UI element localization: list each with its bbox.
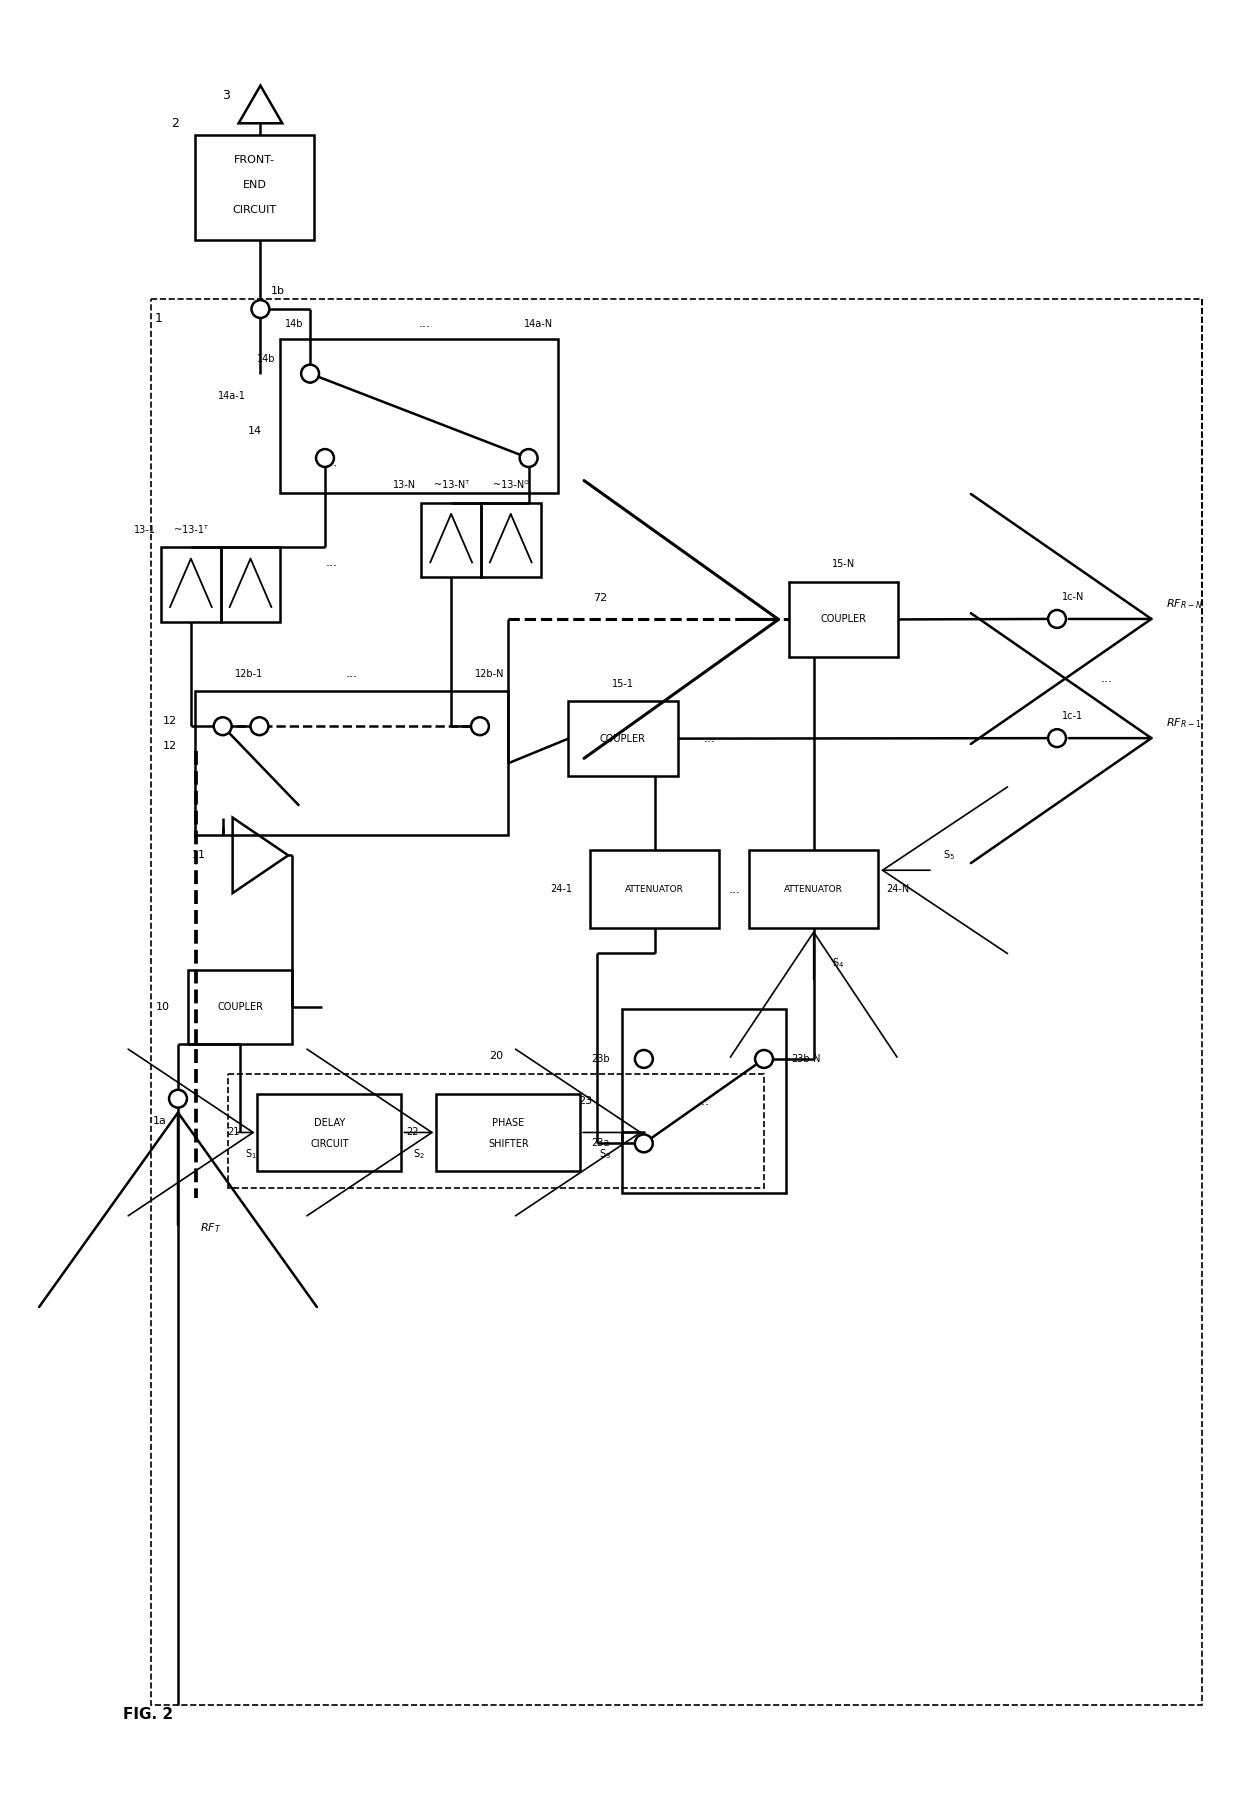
Text: ...: ... <box>703 732 715 745</box>
Text: 14a-N: 14a-N <box>525 319 553 330</box>
Text: 20: 20 <box>489 1051 503 1062</box>
Circle shape <box>169 1089 187 1107</box>
Text: 12: 12 <box>162 741 177 752</box>
Text: ~13-Nᵀ: ~13-Nᵀ <box>434 480 469 489</box>
Text: SHIFTER: SHIFTER <box>487 1140 528 1149</box>
Text: 14a-1: 14a-1 <box>218 391 246 400</box>
Bar <box>188 969 293 1044</box>
Bar <box>258 1094 402 1171</box>
Text: 1c-N: 1c-N <box>1061 593 1085 602</box>
Bar <box>195 692 507 835</box>
Text: 24-N: 24-N <box>887 884 909 893</box>
Bar <box>221 547 280 622</box>
Text: PHASE: PHASE <box>492 1118 525 1127</box>
Text: S$_4$: S$_4$ <box>832 955 844 969</box>
Text: 15-N: 15-N <box>832 560 856 569</box>
Text: S$_1$: S$_1$ <box>246 1147 257 1161</box>
Text: ...: ... <box>698 1094 711 1107</box>
Bar <box>622 1009 786 1192</box>
Circle shape <box>250 718 268 736</box>
Text: 72: 72 <box>593 593 608 603</box>
Circle shape <box>213 718 232 736</box>
Circle shape <box>520 449 538 467</box>
Text: 13-N: 13-N <box>393 480 417 489</box>
Text: ...: ... <box>728 882 740 895</box>
Text: CIRCUIT: CIRCUIT <box>232 205 277 214</box>
Bar <box>228 1075 764 1189</box>
Text: 10: 10 <box>156 1002 170 1011</box>
Circle shape <box>301 364 319 382</box>
Text: 3: 3 <box>222 89 229 101</box>
Text: RF$_{R-1}$: RF$_{R-1}$ <box>1167 716 1202 730</box>
Text: 23b: 23b <box>591 1055 610 1064</box>
Circle shape <box>1048 728 1066 747</box>
Text: FIG. 2: FIG. 2 <box>123 1707 174 1721</box>
Bar <box>749 850 878 928</box>
Bar <box>590 850 719 928</box>
Text: ...: ... <box>1101 672 1112 685</box>
Bar <box>481 502 541 578</box>
Text: DELAY: DELAY <box>314 1118 345 1127</box>
Text: 23b-N: 23b-N <box>791 1055 821 1064</box>
Text: 12b-1: 12b-1 <box>236 669 264 678</box>
Text: COUPLER: COUPLER <box>217 1002 263 1011</box>
Circle shape <box>252 301 269 317</box>
Text: 11: 11 <box>192 850 206 861</box>
Text: 14: 14 <box>248 426 263 435</box>
Text: S$_3$: S$_3$ <box>599 1147 611 1161</box>
Text: 12b-N: 12b-N <box>475 669 505 678</box>
Text: 1b: 1b <box>272 286 285 295</box>
Text: COUPLER: COUPLER <box>600 734 646 743</box>
Text: 21: 21 <box>227 1127 239 1138</box>
Bar <box>280 339 558 493</box>
Text: 2: 2 <box>171 116 179 130</box>
Bar <box>422 502 481 578</box>
Text: 13-1: 13-1 <box>134 524 156 535</box>
Text: ATTENUATOR: ATTENUATOR <box>625 884 684 893</box>
Text: 23a: 23a <box>591 1138 610 1149</box>
Text: END: END <box>243 179 267 190</box>
Bar <box>568 701 677 776</box>
Text: ~13-1ᵀ: ~13-1ᵀ <box>174 524 208 535</box>
Circle shape <box>316 449 334 467</box>
Text: S$_5$: S$_5$ <box>942 848 955 863</box>
Circle shape <box>755 1049 773 1067</box>
Text: 1c-1: 1c-1 <box>1061 712 1083 721</box>
Circle shape <box>635 1049 652 1067</box>
Circle shape <box>471 718 489 736</box>
Text: 23: 23 <box>578 1096 593 1105</box>
Text: ...: ... <box>345 667 357 680</box>
Text: 12: 12 <box>162 716 177 727</box>
Text: 1: 1 <box>154 312 162 326</box>
Text: ...: ... <box>418 317 430 330</box>
Bar <box>151 299 1202 1705</box>
Text: ~13-Nᴳ: ~13-Nᴳ <box>492 480 528 489</box>
Bar <box>195 136 314 239</box>
Text: COUPLER: COUPLER <box>821 614 867 625</box>
Text: 22: 22 <box>405 1127 418 1138</box>
Text: ...: ... <box>326 457 339 469</box>
Text: ATTENUATOR: ATTENUATOR <box>784 884 843 893</box>
Text: 1a: 1a <box>154 1116 167 1125</box>
Bar <box>436 1094 580 1171</box>
Text: ...: ... <box>326 556 339 569</box>
Text: S$_2$: S$_2$ <box>413 1147 425 1161</box>
Circle shape <box>635 1134 652 1152</box>
Text: 14b: 14b <box>257 353 275 364</box>
Text: 14b: 14b <box>285 319 304 330</box>
Bar <box>161 547 221 622</box>
Text: 24-1: 24-1 <box>551 884 573 893</box>
Text: RF$_T$: RF$_T$ <box>200 1221 221 1234</box>
Text: 15-1: 15-1 <box>613 678 634 689</box>
Text: FRONT-: FRONT- <box>234 156 275 165</box>
Circle shape <box>1048 611 1066 629</box>
Text: CIRCUIT: CIRCUIT <box>310 1140 348 1149</box>
Bar <box>789 582 898 656</box>
Text: RF$_{R-N}$: RF$_{R-N}$ <box>1167 598 1203 611</box>
